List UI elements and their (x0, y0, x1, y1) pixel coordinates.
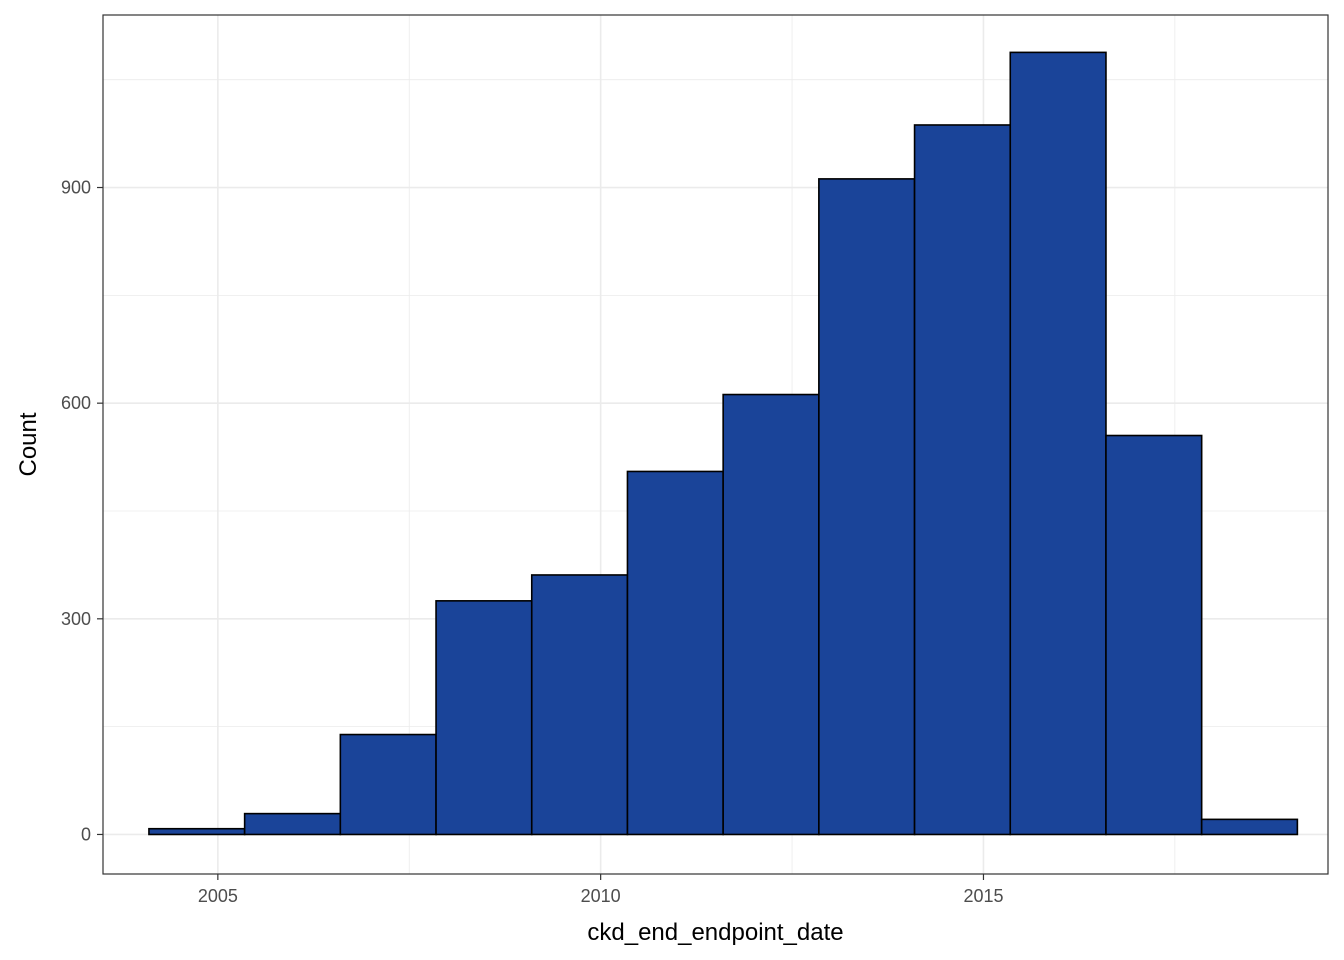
x-tick-label: 2005 (198, 886, 238, 906)
histogram-bar (339, 733, 437, 836)
y-tick-label: 0 (81, 824, 91, 844)
histogram-bar (818, 178, 916, 836)
histogram-bar (1105, 434, 1203, 836)
histogram-bar (722, 393, 820, 836)
y-tick-label: 600 (61, 393, 91, 413)
y-axis: 0 300 600 900 (61, 178, 103, 844)
histogram-bar (913, 124, 1012, 836)
x-tick-label: 2015 (963, 886, 1003, 906)
histogram-bar (148, 827, 246, 836)
histogram-bar (626, 470, 724, 836)
y-tick-label: 300 (61, 609, 91, 629)
histogram-bar (1009, 51, 1107, 836)
histogram-bar (530, 574, 629, 836)
x-axis: 2005 2010 2015 (198, 874, 1003, 906)
histogram-bar (1200, 818, 1299, 836)
x-axis-title: ckd_end_endpoint_date (587, 919, 843, 946)
histogram-bar (435, 600, 533, 836)
y-tick-label: 900 (61, 178, 91, 198)
y-axis-title: Count (15, 412, 42, 476)
panel-border (102, 14, 1329, 875)
histogram-bars (148, 51, 1299, 836)
x-tick-label: 2010 (581, 886, 621, 906)
histogram-bar (243, 812, 342, 836)
